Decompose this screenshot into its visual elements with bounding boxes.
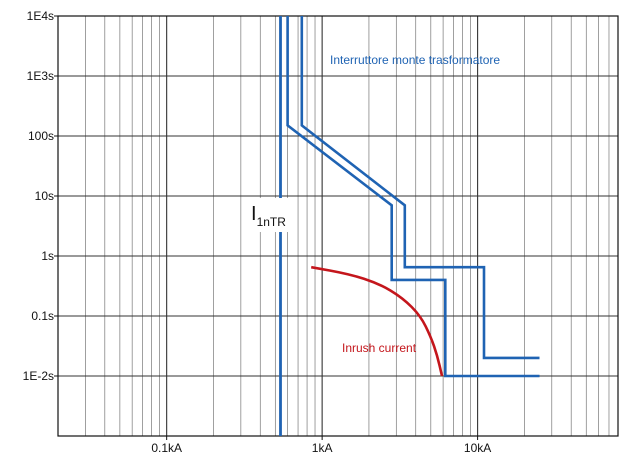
- x-tick-label: 1kA: [312, 441, 333, 454]
- x-tick-label: 0.1kA: [151, 441, 182, 454]
- breaker-label: Interruttore monte trasformatore: [330, 53, 500, 67]
- y-tick-label: 1E4s: [27, 9, 54, 23]
- y-tick-label: 1E3s: [27, 69, 54, 83]
- y-tick-label: 0.1s: [31, 309, 54, 323]
- current-label-bg: [248, 198, 296, 232]
- inrush-label: Inrush current: [342, 341, 417, 355]
- y-tick-label: 100s: [28, 129, 54, 143]
- y-tick-label: 10s: [35, 189, 54, 203]
- plot-background: [58, 16, 618, 436]
- current-label-main: I: [251, 203, 257, 225]
- x-axis-ticks: 0.1kA 1kA 10kA: [151, 436, 491, 454]
- x-tick-label: 10kA: [464, 441, 491, 454]
- series-breaker-band-1: [286, 16, 540, 378]
- y-tick-label: 1E-2s: [23, 369, 54, 383]
- current-label: I1nTR: [251, 203, 286, 229]
- series-inrush: [310, 265, 444, 377]
- series-breaker-band-2: [300, 16, 540, 360]
- y-axis-ticks: 1E4s 1E3s 100s 10s 1s 0.1s 1E-2s: [23, 9, 58, 383]
- y-tick-label: 1s: [41, 249, 54, 263]
- plot-frame: [57, 15, 619, 437]
- current-label-sub: 1nTR: [257, 215, 287, 229]
